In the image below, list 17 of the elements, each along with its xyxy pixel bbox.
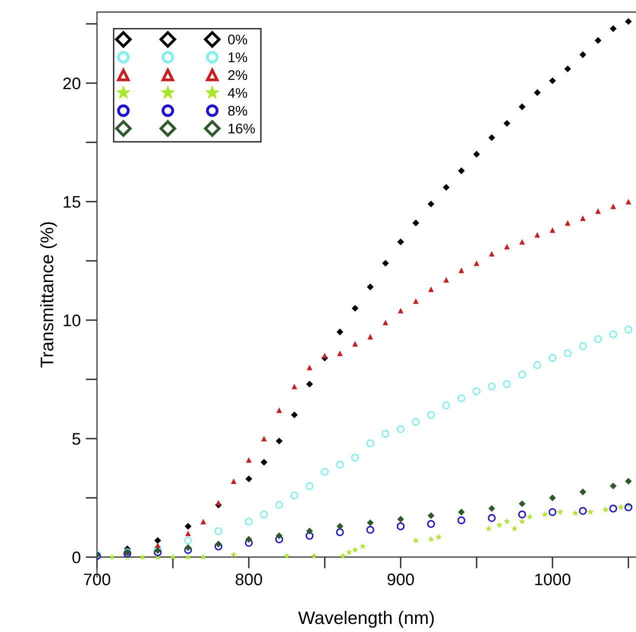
y-tick-label: 0 (72, 552, 80, 564)
y-tick-label: 15 (64, 196, 80, 208)
x-tick-label: 1000 (535, 574, 570, 586)
legend-label: 2% (228, 70, 248, 80)
y-axis-title: Transmittance (%) (40, 222, 57, 368)
legend-label: 16% (228, 124, 255, 134)
legend-label: 8% (228, 106, 248, 116)
x-tick-label: 900 (388, 574, 414, 586)
legend-label: 4% (228, 88, 248, 98)
legend-label: 1% (228, 52, 248, 62)
x-tick-label: 700 (84, 574, 110, 586)
y-tick-label: 10 (64, 314, 80, 326)
y-tick-label: 5 (72, 433, 80, 445)
x-axis-title: Wavelength (nm) (298, 610, 434, 628)
y-tick-label: 20 (63, 78, 80, 90)
legend-label: 0% (228, 34, 248, 44)
x-tick-label: 800 (236, 574, 262, 586)
